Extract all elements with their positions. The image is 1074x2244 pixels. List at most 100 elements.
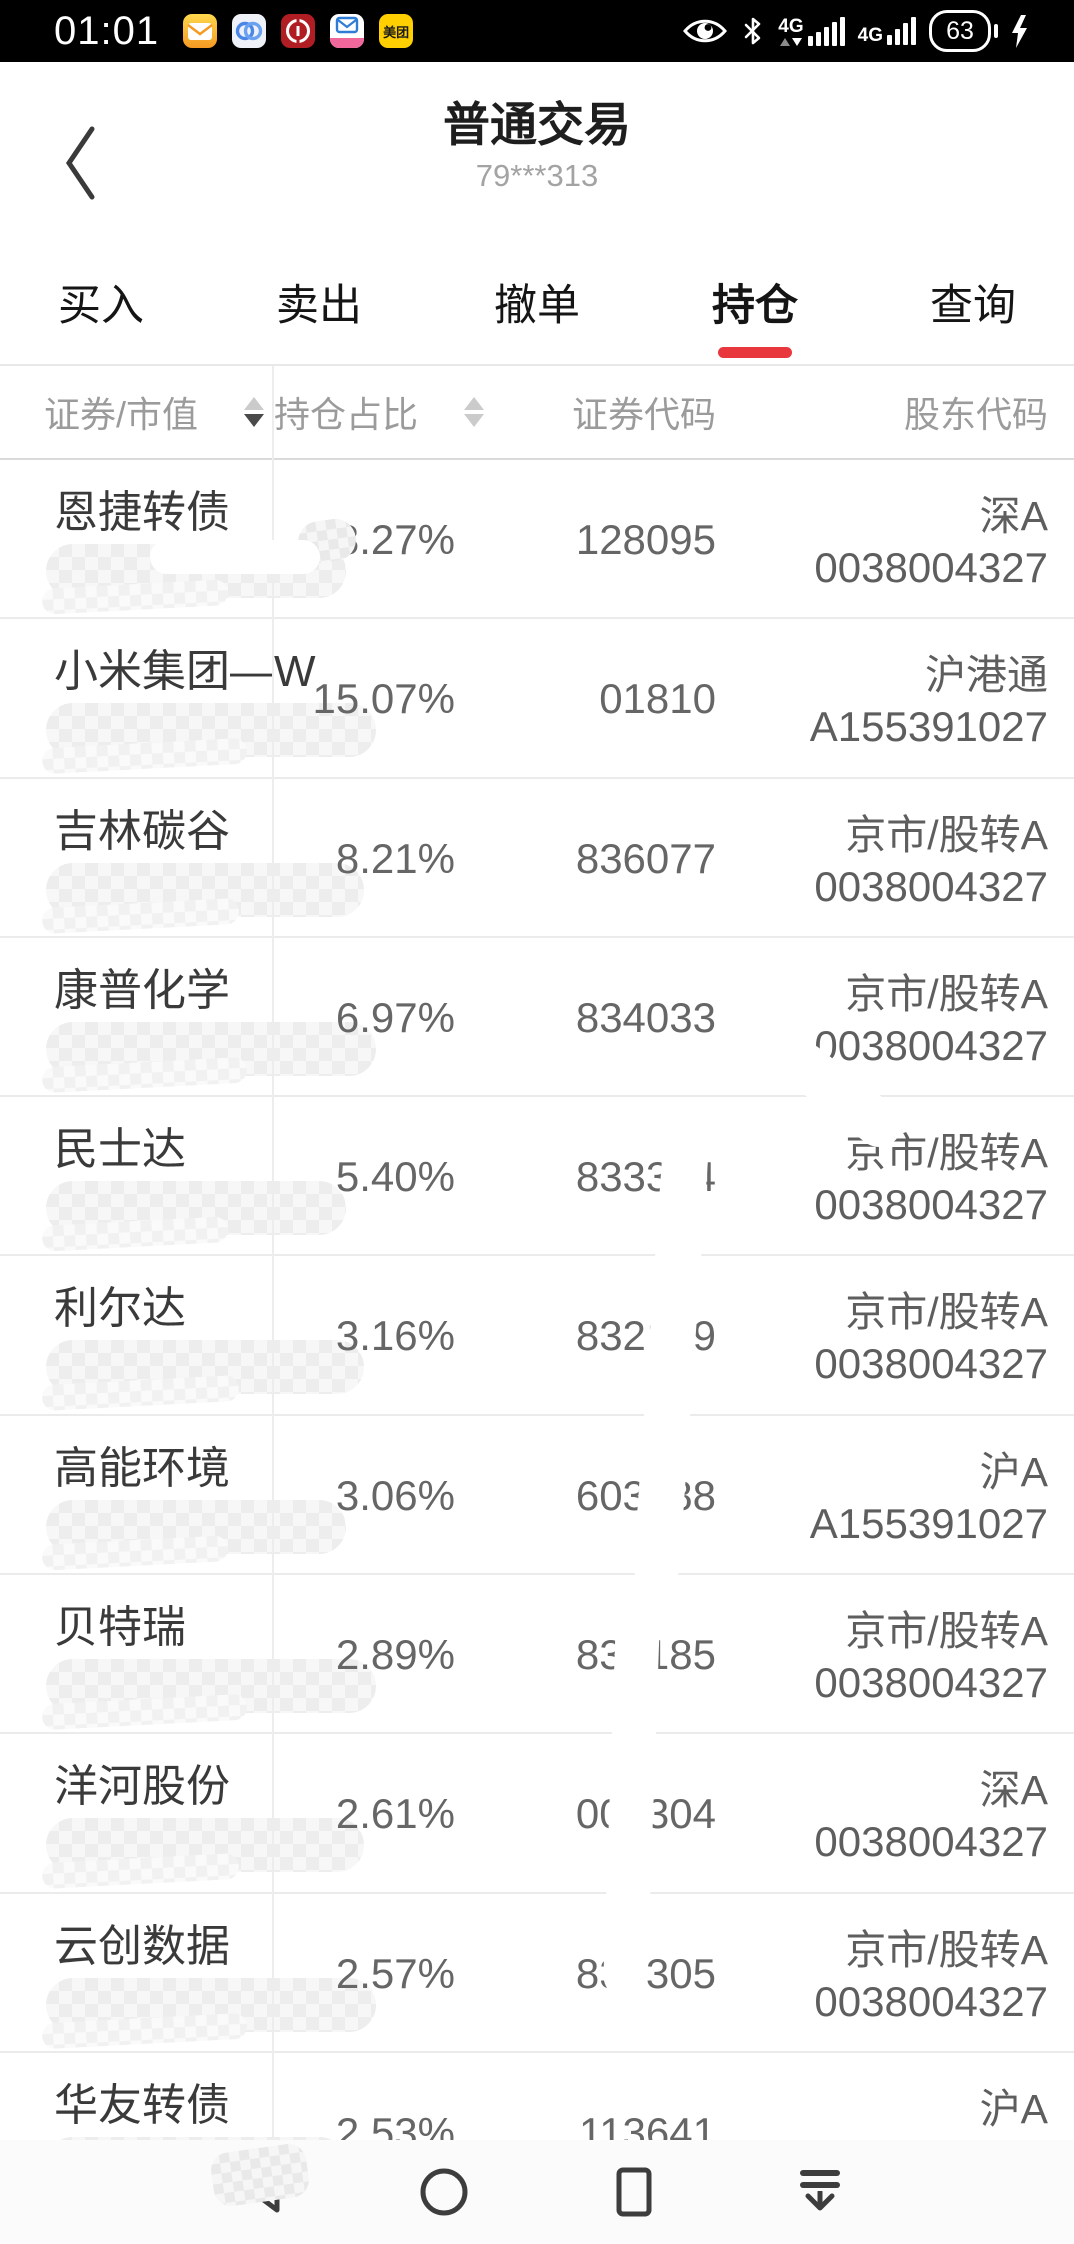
position-row[interactable]: 康普化学 6.97% 834033 京市/股转A 0038004327 <box>0 938 1074 1098</box>
positions-table-header: 证券/市值 持仓占比 证券代码 股东代码 <box>0 366 1074 460</box>
redacted-market-value <box>46 1021 376 1076</box>
redacted-market-value <box>46 1977 376 2032</box>
position-percent: 8.21% <box>335 834 455 882</box>
position-row[interactable]: 民士达 5.40% 833394 京市/股转A 0038004327 <box>0 1097 1074 1257</box>
security-name: 恩捷转债 <box>54 488 230 537</box>
shareholder-code: 0038004327 <box>814 1977 1048 2025</box>
position-row[interactable]: 小米集团—W 15.07% 01810 沪港通 A155391027 <box>0 619 1074 779</box>
market-label: 京市/股转A <box>845 1608 1048 1655</box>
nav-home-button[interactable] <box>418 2166 470 2218</box>
security-code: 128095 <box>575 516 716 563</box>
privacy-smudge <box>150 540 320 574</box>
position-row[interactable]: 洋河股份 2.61% 002304 深A 0038004327 <box>0 1734 1074 1894</box>
tab-cancel-order[interactable]: 撤单 <box>494 282 580 330</box>
security-name: 洋河股份 <box>54 1762 230 1812</box>
market-label: 沪A <box>979 1448 1048 1495</box>
tab-query[interactable]: 查询 <box>930 282 1016 330</box>
security-name: 云创数据 <box>54 1921 230 1971</box>
market-label: 沪A <box>979 2085 1048 2132</box>
hide-nav-icon <box>800 2170 840 2176</box>
battery-percent: 63 <box>946 16 974 45</box>
position-percent: 5.40% <box>335 1153 455 1201</box>
redacted-market-value <box>46 862 364 917</box>
app-header: 普通交易 79***313 <box>0 62 1074 240</box>
bank-of-china-icon <box>281 14 316 48</box>
col-position-percent[interactable]: 持仓占比 <box>274 394 419 435</box>
col-shareholder-code: 股东代码 <box>903 394 1048 435</box>
redacted-market-value <box>46 1499 346 1554</box>
notification-icons: 美团 <box>183 14 414 48</box>
account-number: 79***313 <box>475 158 599 193</box>
security-name: 吉林碳谷 <box>54 806 230 856</box>
pink-band <box>330 38 365 48</box>
security-name: 贝特瑞 <box>54 1603 186 1653</box>
position-percent: 3.16% <box>335 1312 455 1360</box>
shareholder-code: 0038004327 <box>814 1181 1048 1229</box>
recents-icon <box>616 2167 652 2217</box>
active-tab-indicator <box>718 347 792 358</box>
position-row[interactable]: 高能环境 3.06% 603588 沪A A155391027 <box>0 1416 1074 1576</box>
charging-bolt-icon <box>1012 14 1027 48</box>
position-row[interactable]: 云创数据 2.57% 835305 京市/股转A 0038004327 <box>0 1894 1074 2053</box>
security-name: 康普化学 <box>54 965 230 1015</box>
sort-position-percent[interactable] <box>464 366 484 458</box>
clock: 01:01 <box>54 8 160 53</box>
redacted-market-value <box>46 1181 346 1236</box>
security-name: 华友转债 <box>54 2080 230 2130</box>
market-label: 沪港通 <box>925 652 1048 699</box>
market-label: 京市/股转A <box>845 811 1048 858</box>
market-label: 深A <box>979 493 1048 539</box>
android-nav-bar <box>0 2140 1074 2244</box>
shareholder-code: 0038004327 <box>814 1340 1048 1388</box>
trade-tabs: 买入 卖出 撤单 持仓 查询 <box>0 240 1074 366</box>
signal-sim2-icon: 4G <box>858 17 916 45</box>
tab-sell[interactable]: 卖出 <box>276 282 362 330</box>
tab-positions[interactable]: 持仓 <box>712 240 798 364</box>
col-security-code: 证券代码 <box>571 394 716 435</box>
sort-market-value[interactable] <box>244 366 264 458</box>
redacted-market-value <box>46 1340 364 1395</box>
tab-buy[interactable]: 买入 <box>58 282 144 330</box>
col-security-market-value[interactable]: 证券/市值 <box>44 394 199 435</box>
shareholder-code: 0038004327 <box>814 1021 1048 1069</box>
shareholder-code: A155391027 <box>809 703 1048 751</box>
shareholder-code: 0038004327 <box>814 544 1048 591</box>
status-right-cluster: 4G 4G 63 <box>682 10 1028 52</box>
redacted-market-value <box>46 1818 364 1873</box>
shareholder-code: 0038004327 <box>814 1818 1048 1866</box>
interlocked-circles-icon <box>232 14 267 48</box>
security-code: 836077 <box>575 834 716 882</box>
shareholder-code: 0038004327 <box>814 1659 1048 1707</box>
redacted-market-value <box>46 703 376 758</box>
position-row[interactable]: 恩捷转债 43.27% 128095 深A 0038004327 <box>0 460 1074 620</box>
column-divider <box>272 366 274 2140</box>
shareholder-code: A155391027 <box>809 1499 1048 1547</box>
market-label: 京市/股转A <box>845 1289 1048 1336</box>
security-name: 小米集团—W <box>54 647 316 697</box>
position-percent: 2.89% <box>335 1631 455 1679</box>
battery-icon: 63 <box>929 10 998 52</box>
market-label: 深A <box>979 1767 1048 1814</box>
home-icon <box>420 2168 468 2216</box>
nav-recents-button[interactable] <box>610 2166 658 2218</box>
meituan-icon: 美团 <box>379 14 414 48</box>
position-row[interactable]: 利尔达 3.16% 832149 京市/股转A 0038004327 <box>0 1256 1074 1416</box>
nav-hide-button[interactable] <box>800 2167 840 2217</box>
position-row[interactable]: 贝特瑞 2.89% 835185 京市/股转A 0038004327 <box>0 1575 1074 1735</box>
eye-comfort-icon <box>683 19 728 43</box>
status-bar: 01:01 美团 4G <box>0 0 1074 62</box>
page-title: 普通交易 <box>443 98 631 151</box>
back-button[interactable] <box>50 118 110 208</box>
position-percent: 2.57% <box>335 1949 455 1997</box>
security-name: 民士达 <box>54 1125 186 1175</box>
chevron-left-icon <box>65 126 95 200</box>
redacted-market-value <box>46 1659 376 1714</box>
position-row[interactable]: 吉林碳谷 8.21% 836077 京市/股转A 0038004327 <box>0 779 1074 938</box>
position-percent: 6.97% <box>335 993 455 1041</box>
privacy-smudge <box>208 2141 312 2209</box>
security-name: 利尔达 <box>54 1284 186 1334</box>
signal-sim1-icon: 4G <box>778 16 845 46</box>
mail-icon <box>183 14 218 48</box>
bluetooth-icon <box>744 17 761 45</box>
